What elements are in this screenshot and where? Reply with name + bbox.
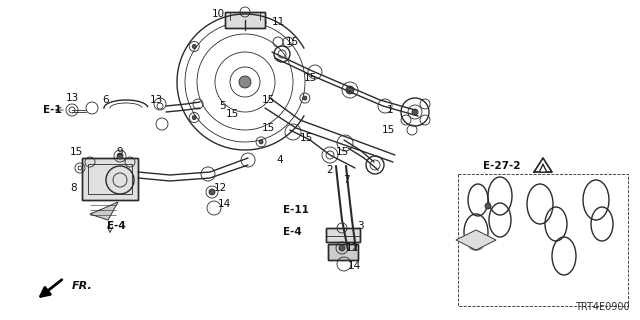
Text: 13: 13 <box>65 93 79 103</box>
Text: 15: 15 <box>261 95 275 105</box>
Text: 4: 4 <box>276 155 284 165</box>
Text: 6: 6 <box>102 95 109 105</box>
Text: E-1: E-1 <box>43 105 61 115</box>
Text: 1: 1 <box>387 105 394 115</box>
Circle shape <box>485 203 491 209</box>
Text: 15: 15 <box>335 147 349 157</box>
Text: 15: 15 <box>300 133 312 143</box>
Text: 2: 2 <box>326 165 333 175</box>
Circle shape <box>339 245 345 251</box>
Bar <box>225 12 265 28</box>
Bar <box>82 158 138 200</box>
Circle shape <box>117 153 123 159</box>
Text: 12: 12 <box>346 243 358 253</box>
Text: 15: 15 <box>285 37 299 47</box>
Text: 15: 15 <box>381 125 395 135</box>
Bar <box>82 158 138 200</box>
Circle shape <box>192 116 196 120</box>
Text: E-4: E-4 <box>107 221 125 231</box>
Text: 7: 7 <box>342 175 349 185</box>
Text: 8: 8 <box>70 183 77 193</box>
Text: FR.: FR. <box>72 281 93 291</box>
Bar <box>328 244 358 260</box>
Polygon shape <box>90 202 118 220</box>
Text: 5: 5 <box>219 101 225 111</box>
Bar <box>88 164 132 194</box>
Circle shape <box>259 140 263 144</box>
Circle shape <box>346 86 354 94</box>
Text: E-4: E-4 <box>283 227 301 237</box>
Text: 14: 14 <box>348 261 360 271</box>
Circle shape <box>259 20 263 24</box>
Polygon shape <box>534 158 552 172</box>
Text: 15: 15 <box>225 109 239 119</box>
Text: 15: 15 <box>303 73 317 83</box>
Text: 15: 15 <box>69 147 83 157</box>
Text: 11: 11 <box>271 17 285 27</box>
Bar <box>458 174 628 306</box>
Bar <box>225 12 265 28</box>
Polygon shape <box>456 230 496 250</box>
Circle shape <box>209 189 215 195</box>
Text: 15: 15 <box>261 123 275 133</box>
Text: 14: 14 <box>218 199 230 209</box>
Text: E-27-2: E-27-2 <box>483 161 521 171</box>
Text: 10: 10 <box>211 9 225 19</box>
Circle shape <box>412 109 418 115</box>
Text: E-11: E-11 <box>283 205 309 215</box>
Text: 13: 13 <box>149 95 163 105</box>
Text: 3: 3 <box>356 221 364 231</box>
Text: TRT4E0900: TRT4E0900 <box>575 302 630 312</box>
Bar <box>326 228 360 242</box>
Bar <box>328 244 358 260</box>
Circle shape <box>192 44 196 48</box>
Text: 9: 9 <box>116 147 124 157</box>
Bar <box>326 228 360 242</box>
Circle shape <box>303 96 307 100</box>
Text: 12: 12 <box>213 183 227 193</box>
Circle shape <box>239 76 251 88</box>
